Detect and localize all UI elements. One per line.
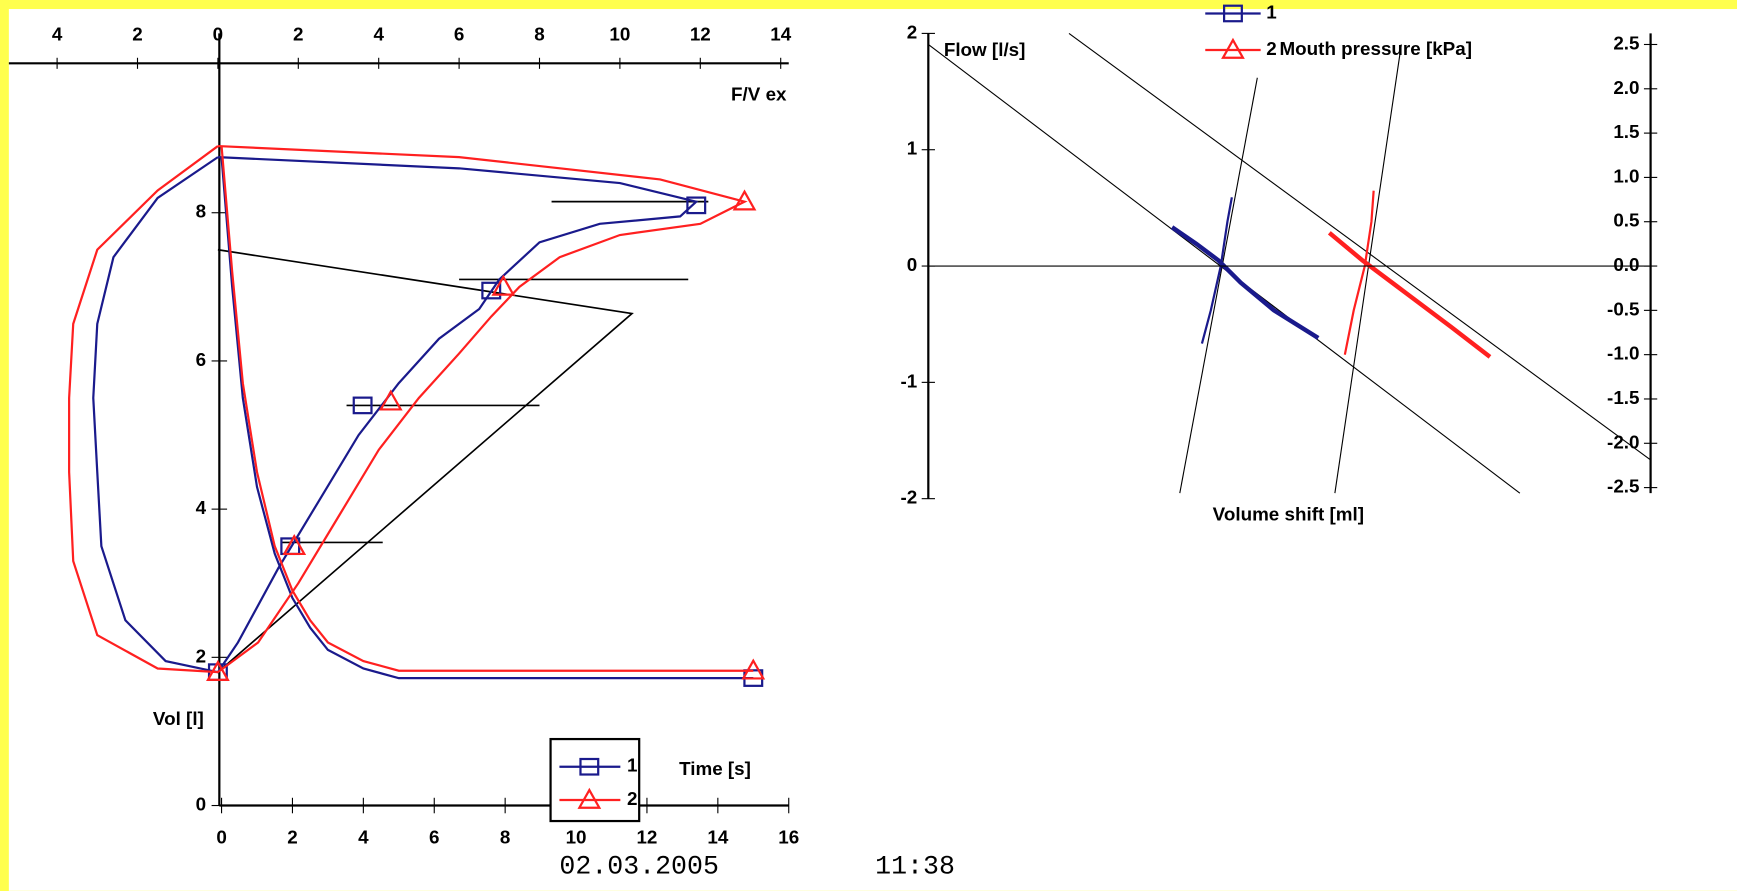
legend-label: 2: [1266, 38, 1276, 59]
axis-label: Volume shift [ml]: [1213, 503, 1364, 524]
x-tick-label: 14: [707, 827, 728, 848]
predicted-line: [217, 248, 634, 673]
legend-marker: [577, 787, 602, 809]
x-tick-label: 4: [358, 827, 369, 848]
y-tick-label: 2: [196, 645, 206, 666]
y2-tick-label: 1.5: [1613, 121, 1639, 142]
x-tick-label: 16: [778, 827, 799, 848]
top-tick-label: 10: [609, 24, 630, 45]
top-tick-label: 0: [213, 24, 223, 45]
y-tick-label: 1: [907, 138, 917, 159]
volume-time-curve: [220, 157, 754, 680]
axis-label: Time [s]: [679, 758, 751, 779]
legend-marker: [579, 757, 600, 776]
x-tick-label: 8: [500, 827, 510, 848]
axis-label: Vol [l]: [153, 708, 204, 729]
y-tick-label: 6: [196, 349, 206, 370]
marker: [686, 196, 707, 215]
legend-marker: [1221, 37, 1245, 59]
x-tick-label: 10: [566, 827, 587, 848]
y2-tick-label: 2.5: [1613, 32, 1639, 53]
x-tick-label: 2: [287, 827, 297, 848]
footer-time: 11:38: [875, 851, 955, 881]
x-tick-label: 12: [636, 827, 657, 848]
axis-label: Mouth pressure [kPa]: [1279, 38, 1472, 59]
x-tick-label: 6: [429, 827, 439, 848]
y2-tick-label: -2.5: [1607, 476, 1639, 497]
top-tick-label: 6: [454, 24, 464, 45]
y2-tick-label: 0.5: [1613, 210, 1639, 231]
y-tick-label: -2: [900, 487, 917, 508]
y2-tick-label: 2.0: [1613, 77, 1639, 98]
top-tick-label: 2: [293, 24, 303, 45]
y2-tick-label: -1.5: [1607, 387, 1639, 408]
axis-label: Flow [l/s]: [944, 39, 1026, 60]
top-tick-label: 12: [690, 24, 711, 45]
y2-tick-label: 0.0: [1613, 254, 1639, 275]
top-tick-label: 14: [770, 24, 791, 45]
y-tick-label: 2: [907, 21, 917, 42]
marker: [352, 396, 373, 415]
y-tick-label: 0: [907, 254, 917, 275]
y2-tick-label: 1.0: [1613, 165, 1639, 186]
top-tick-label: 4: [52, 24, 63, 45]
volume-time-curve: [220, 145, 754, 672]
y-tick-label: -1: [900, 370, 917, 391]
top-tick-label: 2: [132, 24, 142, 45]
legend-label: 1: [627, 755, 637, 776]
legend-label: 1: [1266, 1, 1276, 22]
marker: [741, 658, 766, 680]
marker: [491, 274, 516, 296]
marker: [206, 659, 230, 682]
marker: [282, 533, 307, 556]
footer-date: 02.03.2005: [559, 851, 719, 881]
y-tick-label: 8: [196, 201, 206, 222]
top-tick-label: 4: [373, 24, 384, 45]
marker: [732, 189, 757, 211]
y2-tick-label: -0.5: [1607, 298, 1639, 319]
y2-tick-label: -1.0: [1607, 343, 1639, 364]
marker: [378, 389, 403, 411]
y2-tick-label: -2.0: [1607, 431, 1639, 452]
y-tick-label: 4: [196, 497, 207, 518]
marker: [481, 281, 502, 300]
y-tick-label: 0: [196, 793, 206, 814]
flow-volume-curve: [68, 144, 748, 674]
top-tick-label: 8: [534, 24, 544, 45]
axis-label: F/V ex: [731, 83, 787, 104]
x-tick-label: 0: [216, 827, 226, 848]
legend-marker: [1222, 4, 1243, 23]
canvas: [8, 9, 1737, 891]
legend-label: 2: [627, 788, 637, 809]
flow-volume-curve: [92, 156, 699, 674]
